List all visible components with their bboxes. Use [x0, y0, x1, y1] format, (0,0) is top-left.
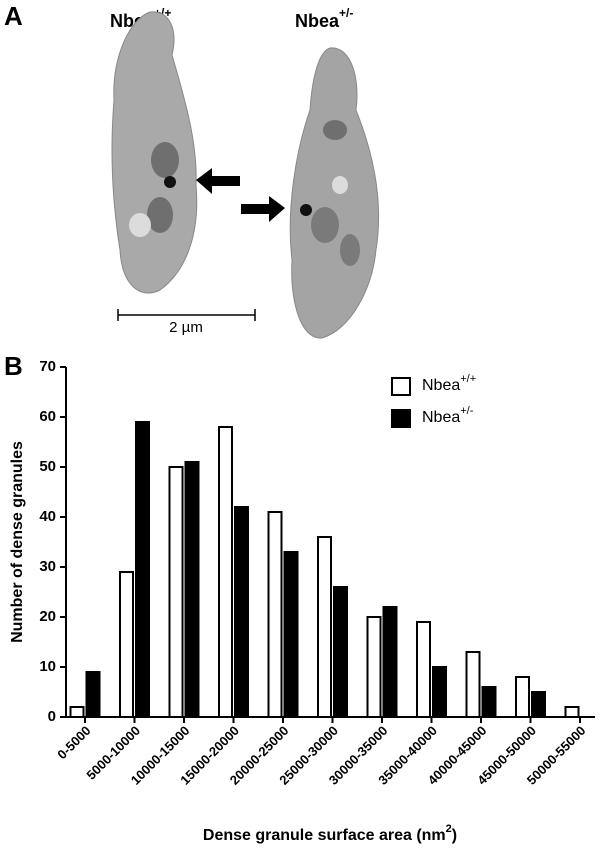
group-label: Nbea+/-	[295, 6, 353, 31]
legend-label: Nbea+/+	[422, 373, 476, 394]
x-tick-label: 0-5000	[54, 723, 93, 762]
bar	[184, 461, 200, 718]
bar	[382, 606, 398, 718]
legend-sup: +/+	[460, 373, 476, 385]
bar	[531, 691, 546, 718]
arrow	[196, 168, 240, 194]
legend-name: Nbea	[422, 377, 460, 394]
organelle	[151, 142, 179, 178]
y-tick-label: 60	[39, 408, 56, 425]
bar	[69, 706, 85, 718]
y-axis-label: Number of dense granules	[9, 441, 26, 643]
y-tick-label: 30	[39, 558, 56, 575]
organelle	[147, 197, 173, 233]
x-axis-label: Dense granule surface area (nm2)	[203, 823, 457, 844]
y-tick-label: 10	[39, 658, 56, 675]
x-label-end: )	[452, 827, 457, 844]
bar	[333, 586, 348, 718]
panel-label: B	[4, 351, 23, 381]
organelle	[340, 234, 360, 266]
bar	[218, 426, 233, 718]
bar	[234, 506, 249, 718]
bar	[465, 651, 481, 718]
arrow	[241, 196, 285, 222]
legend-name: Nbea	[422, 409, 460, 426]
x-label-text: Dense granule surface area (nm	[203, 827, 446, 844]
bar	[267, 511, 283, 718]
bar	[481, 686, 497, 718]
panel-label: A	[4, 1, 23, 31]
organelle	[129, 213, 151, 237]
bar	[366, 616, 382, 718]
bar	[515, 676, 530, 718]
organelle	[323, 120, 347, 140]
organelle	[311, 207, 339, 243]
bar	[564, 706, 580, 718]
y-tick-label: 20	[39, 608, 56, 625]
dense-granule	[164, 176, 176, 188]
x-label-sup: 2	[446, 823, 452, 835]
bar	[135, 421, 150, 718]
bar	[416, 621, 431, 718]
legend-swatch	[391, 377, 411, 396]
legend-sup: +/-	[460, 405, 473, 417]
y-tick-label: 0	[48, 708, 56, 725]
y-tick-label: 70	[39, 358, 56, 375]
organelle	[332, 176, 348, 194]
micrograph	[111, 11, 380, 339]
scale-bar-label: 2 µm	[169, 319, 203, 336]
bar	[317, 536, 332, 718]
y-tick-label: 40	[39, 508, 56, 525]
bar	[85, 671, 101, 718]
group-sup: +/-	[339, 6, 353, 20]
bar	[119, 571, 134, 718]
dense-granule	[300, 204, 312, 216]
y-tick-label: 50	[39, 458, 56, 475]
legend-swatch	[391, 409, 411, 428]
group-name: Nbea	[295, 11, 340, 31]
bar	[432, 666, 447, 718]
bar	[283, 551, 299, 718]
bar	[168, 466, 184, 718]
legend-label: Nbea+/-	[422, 405, 474, 426]
cell	[289, 47, 380, 339]
